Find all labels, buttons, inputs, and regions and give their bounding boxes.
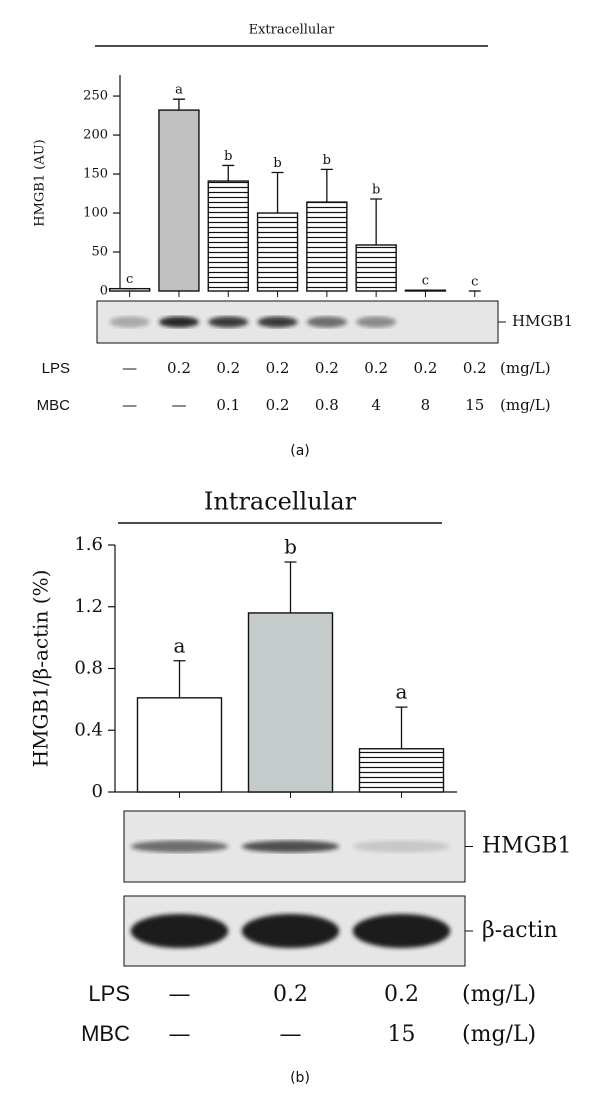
condition-name: LPS	[88, 981, 130, 1006]
condition-value: 0.2	[414, 359, 438, 377]
condition-value: 15	[465, 396, 484, 414]
blot-band	[356, 316, 397, 328]
significance-letter: b	[224, 149, 232, 164]
blot-band	[306, 316, 347, 328]
condition-value: 0.2	[266, 359, 290, 377]
error-bar	[370, 198, 383, 245]
y-tick-label: 50	[91, 245, 108, 260]
blot-label: β-actin	[482, 918, 558, 943]
y-axis-label: HMGB1 (AU)	[33, 139, 48, 226]
significance-letter: c	[422, 274, 429, 289]
y-tick-label: 1.6	[74, 534, 103, 555]
bar	[207, 180, 249, 292]
blot-band	[208, 316, 249, 328]
condition-value: 0.2	[273, 982, 308, 1007]
blot-band	[130, 914, 229, 948]
y-tick-label: 0.4	[74, 719, 103, 740]
condition-value: 0.2	[384, 982, 419, 1007]
condition-value: 0.1	[216, 396, 240, 414]
condition-value: 15	[388, 1022, 416, 1047]
error-bar	[271, 171, 284, 214]
blot-label: HMGB1	[512, 312, 573, 330]
y-tick-label: 0	[92, 781, 103, 802]
bar	[247, 612, 334, 793]
condition-value: —	[280, 1022, 302, 1047]
error-bar	[173, 660, 186, 698]
blot-band	[130, 840, 229, 853]
condition-value: 0.2	[266, 396, 290, 414]
panel-label: (a)	[290, 443, 310, 459]
y-tick-label: 100	[83, 206, 108, 221]
bar	[358, 748, 445, 793]
condition-value: —	[171, 396, 186, 414]
blot-band	[352, 840, 451, 853]
y-tick-label: 1.2	[74, 596, 103, 617]
condition-value: —	[169, 982, 191, 1007]
bar	[306, 201, 348, 292]
condition-unit: (mg/L)	[500, 396, 551, 414]
condition-value: —	[169, 1022, 191, 1047]
blot-label: HMGB1	[482, 834, 571, 859]
error-bar	[222, 164, 235, 182]
error-bar	[284, 561, 297, 613]
blot-band	[109, 316, 150, 328]
significance-letter: a	[175, 83, 183, 98]
error-bar	[320, 168, 333, 203]
significance-letter: b	[372, 182, 380, 197]
blot-band	[241, 840, 340, 853]
condition-value: 4	[371, 396, 381, 414]
y-tick-label: 150	[83, 167, 108, 182]
blot-band	[241, 914, 340, 948]
bar	[256, 212, 299, 292]
condition-value: —	[122, 359, 137, 377]
y-tick-label: 250	[83, 89, 108, 104]
significance-letter: c	[126, 272, 133, 287]
chart-title: Extracellular	[249, 23, 336, 38]
blot-band	[257, 316, 298, 328]
condition-name: MBC	[81, 1021, 130, 1046]
condition-unit: (mg/L)	[500, 359, 551, 377]
chart-title: Intracellular	[204, 488, 357, 516]
blot-band	[352, 914, 451, 948]
significance-letter: c	[471, 274, 478, 289]
condition-name: LPS	[42, 360, 70, 377]
y-axis-label: HMGB1/β-actin (%)	[29, 570, 53, 768]
significance-letter: b	[284, 534, 297, 558]
condition-unit: (mg/L)	[462, 1022, 536, 1047]
y-tick-label: 0.8	[74, 658, 103, 679]
significance-letter: b	[323, 153, 331, 168]
condition-value: 8	[421, 396, 431, 414]
condition-name: MBC	[37, 397, 71, 414]
significance-letter: b	[273, 156, 281, 171]
bar	[158, 109, 200, 292]
condition-value: —	[122, 396, 137, 414]
condition-unit: (mg/L)	[462, 982, 536, 1007]
blot-band	[158, 316, 199, 328]
bar	[355, 244, 397, 292]
condition-value: 0.8	[315, 396, 339, 414]
condition-value: 0.2	[315, 359, 339, 377]
significance-letter: a	[396, 680, 408, 704]
condition-value: 0.2	[463, 359, 487, 377]
condition-value: 0.2	[167, 359, 191, 377]
significance-letter: a	[174, 633, 186, 657]
error-bar	[395, 706, 408, 749]
y-tick-label: 0	[100, 284, 108, 299]
y-tick-label: 200	[83, 128, 108, 143]
bar	[136, 697, 223, 793]
condition-value: 0.2	[364, 359, 388, 377]
error-bar	[172, 98, 185, 111]
condition-value: 0.2	[216, 359, 240, 377]
panel-label: (b)	[290, 1070, 310, 1086]
